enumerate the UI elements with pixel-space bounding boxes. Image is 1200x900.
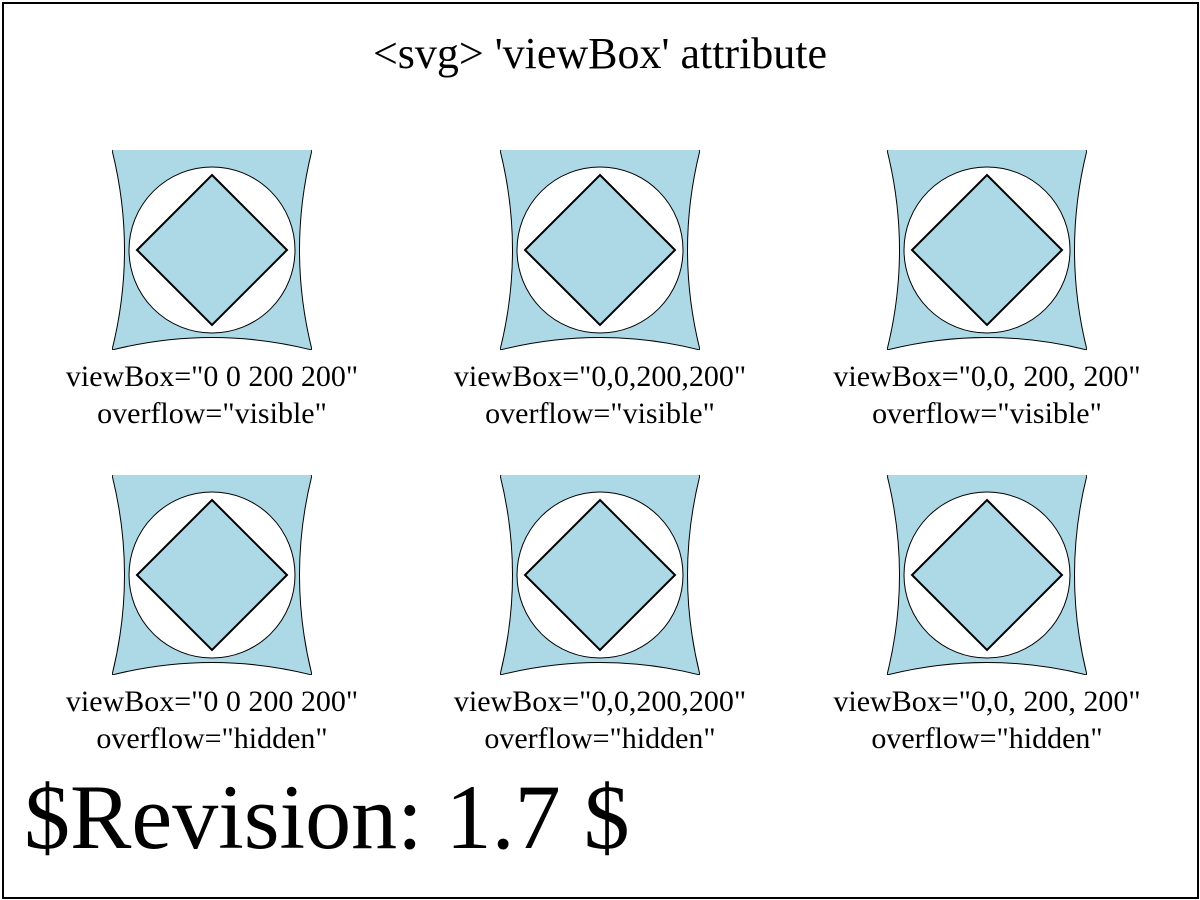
overflow-caption: overflow="hidden"	[96, 722, 328, 755]
revision-label: $Revision: 1.7 $	[24, 766, 630, 868]
overflow-caption: overflow="visible"	[485, 397, 715, 430]
viewbox-shape	[112, 475, 312, 675]
overflow-caption: overflow="hidden"	[484, 722, 716, 755]
overflow-caption: overflow="visible"	[97, 397, 327, 430]
viewbox-caption: viewBox="0,0,200,200"	[453, 685, 747, 718]
viewbox-test-cell: viewBox="0 0 200 200" overflow="hidden"	[22, 475, 402, 755]
viewbox-test-cell: viewBox="0,0, 200, 200" overflow="visibl…	[797, 150, 1177, 430]
viewbox-shape	[112, 150, 312, 350]
viewbox-test-cell: viewBox="0,0,200,200" overflow="visible"	[410, 150, 790, 430]
viewbox-shape	[887, 150, 1087, 350]
viewbox-caption: viewBox="0 0 200 200"	[65, 685, 359, 718]
viewbox-shape	[500, 150, 700, 350]
page-title: <svg> 'viewBox' attribute	[372, 29, 828, 78]
viewbox-test-cell: viewBox="0,0, 200, 200" overflow="hidden…	[797, 475, 1177, 755]
viewbox-test-cell: viewBox="0,0,200,200" overflow="hidden"	[410, 475, 790, 755]
viewbox-shape	[887, 475, 1087, 675]
overflow-caption: overflow="visible"	[872, 397, 1102, 430]
viewbox-shape	[500, 475, 700, 675]
viewbox-caption: viewBox="0,0, 200, 200"	[833, 685, 1141, 718]
viewbox-test-cell: viewBox="0 0 200 200" overflow="visible"	[22, 150, 402, 430]
viewbox-caption: viewBox="0 0 200 200"	[65, 360, 359, 393]
viewbox-caption: viewBox="0,0, 200, 200"	[833, 360, 1141, 393]
viewbox-caption: viewBox="0,0,200,200"	[453, 360, 747, 393]
overflow-caption: overflow="hidden"	[871, 722, 1103, 755]
